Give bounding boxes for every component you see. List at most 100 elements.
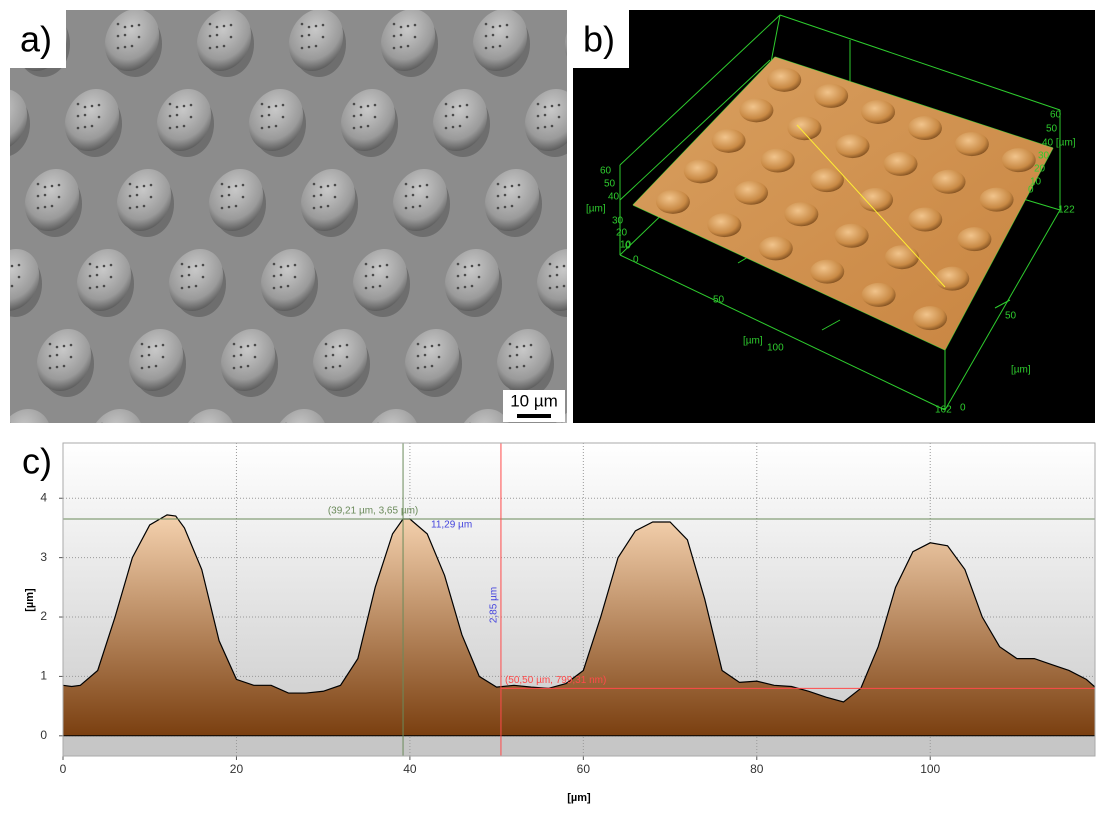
y-axis-label: [µm] [24, 588, 36, 612]
dome-texture [58, 184, 61, 187]
dome-texture [549, 287, 552, 290]
dome-texture [96, 266, 99, 269]
dome [835, 134, 869, 158]
dome-texture [332, 366, 335, 369]
dome-texture [181, 287, 184, 290]
dome-texture [221, 207, 224, 210]
x-tick-label: 80 [750, 762, 764, 776]
dome-texture [240, 366, 243, 369]
dome-texture [117, 47, 120, 50]
dome-texture [570, 264, 573, 267]
dome-texture [96, 274, 99, 277]
dome-texture [667, 425, 670, 428]
dome-texture [374, 116, 377, 119]
dome-texture [254, 344, 257, 347]
dome-texture [485, 23, 488, 26]
dome-texture [561, 423, 564, 426]
dome-texture [103, 285, 106, 288]
dome-texture [478, 264, 481, 267]
dome-texture [516, 346, 519, 349]
dome-texture [582, 436, 585, 439]
dome [0, 320, 9, 400]
y-tick-label: 3 [40, 550, 47, 564]
dome-texture [261, 127, 264, 130]
dome-texture [181, 275, 184, 278]
dome-texture [169, 103, 172, 106]
dome-texture [320, 186, 323, 189]
dome-texture [452, 126, 455, 129]
dome-texture [499, 45, 502, 48]
dome-texture [63, 365, 66, 368]
dome-texture [556, 274, 559, 277]
dome-texture [188, 286, 191, 289]
dome-texture [405, 195, 408, 198]
dome-texture [476, 434, 479, 437]
dome-texture [89, 275, 92, 278]
dome-texture [150, 184, 153, 187]
dome [761, 149, 795, 173]
dome-texture [30, 436, 33, 439]
annotation: 11,29 µm [431, 520, 472, 531]
dome-texture [162, 356, 165, 359]
dome [739, 98, 773, 122]
dome-texture [391, 425, 394, 428]
dome-texture [360, 114, 363, 117]
dome-texture [98, 116, 101, 119]
dome-texture [176, 126, 179, 129]
axis-text: [µm] [586, 204, 606, 215]
dome-texture [353, 127, 356, 130]
dome-texture [136, 206, 139, 209]
dome-texture [16, 434, 19, 437]
dome-texture [216, 34, 219, 37]
dome-texture [240, 354, 243, 357]
dome-texture [247, 365, 250, 368]
dome-texture [367, 125, 370, 128]
dome-texture [320, 206, 323, 209]
dome-texture [84, 106, 87, 109]
dome-texture [235, 185, 238, 188]
dome-texture [332, 346, 335, 349]
dome-texture [379, 285, 382, 288]
dome-texture [306, 424, 309, 427]
dome-texture [221, 195, 224, 198]
dome [712, 129, 746, 153]
dome-texture [485, 47, 488, 50]
dome-texture [51, 205, 54, 208]
dome-texture [537, 115, 540, 118]
cursor-label: (50,50 µm, 799,31 nm) [505, 675, 606, 686]
dome-texture [56, 366, 59, 369]
dome-texture [417, 367, 420, 370]
dome [734, 181, 768, 205]
axis-text: 162 [935, 405, 952, 416]
dome-texture [221, 183, 224, 186]
dome-texture [384, 426, 387, 429]
dome-texture [294, 264, 297, 267]
dome-texture [285, 423, 288, 426]
dome-texture [136, 186, 139, 189]
dome-texture [334, 196, 337, 199]
dome-texture [200, 434, 203, 437]
dome-texture [438, 356, 441, 359]
dome-texture [518, 184, 521, 187]
dome-texture [84, 126, 87, 129]
dome-texture [49, 343, 52, 346]
dome-texture [261, 103, 264, 106]
dome-texture [509, 367, 512, 370]
dome-texture [544, 114, 547, 117]
dome-texture [188, 266, 191, 269]
dome-texture [193, 435, 196, 438]
dome-texture [131, 45, 134, 48]
dome-texture [216, 46, 219, 49]
dome-texture [575, 425, 578, 428]
x-axis-label: [µm] [567, 792, 591, 804]
dome-texture [122, 436, 125, 439]
dome-texture [419, 205, 422, 208]
dome-texture [393, 35, 396, 38]
dome-texture [504, 206, 507, 209]
dome-texture [504, 186, 507, 189]
dome [810, 260, 844, 284]
axis-text: 60 [600, 166, 612, 177]
dome-texture [143, 185, 146, 188]
dome-texture [674, 436, 677, 439]
axis-text: 50 [713, 295, 725, 306]
